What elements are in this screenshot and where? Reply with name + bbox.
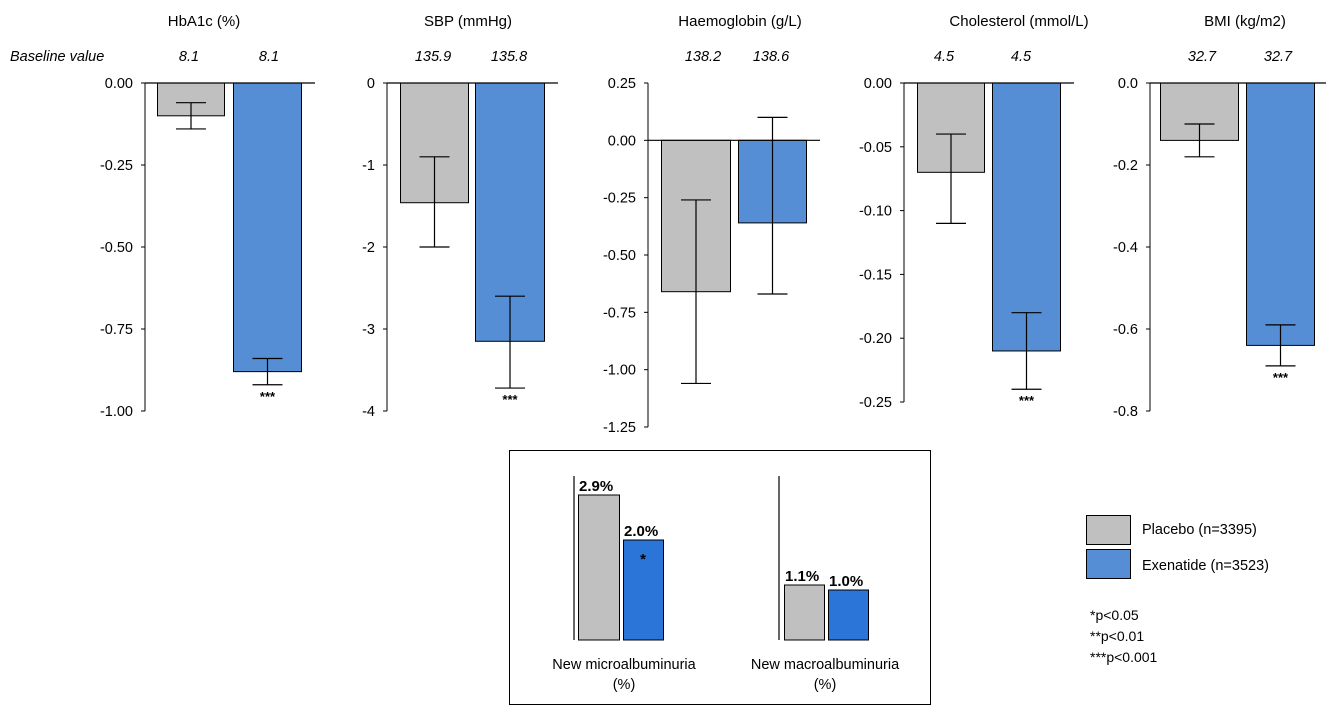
y-tick-label: 0.00 [608, 133, 636, 149]
inset-category-label: New microalbuminuria [552, 657, 696, 673]
y-tick-label: -0.25 [859, 395, 892, 411]
y-tick-label: 0.0 [1118, 76, 1138, 92]
significance-footnotes: *p<0.05 **p<0.01 ***p<0.001 [1090, 607, 1158, 665]
y-tick-label: -0.25 [100, 158, 133, 174]
y-tick-label: -4 [362, 404, 375, 420]
y-tick-label: -0.4 [1113, 240, 1138, 256]
significance-marker: *** [1019, 393, 1035, 408]
inset-category-label: (%) [814, 677, 837, 693]
legend-swatch-placebo [1086, 515, 1131, 545]
bar-exenatide [233, 82, 302, 373]
inset-value-label: 2.0% [624, 523, 658, 540]
inset-bar-placebo [578, 494, 620, 641]
inset-bar-exenatide [828, 589, 869, 641]
inset-value-label: 1.0% [829, 573, 863, 590]
inset-bar-placebo [784, 584, 825, 641]
y-tick-label: -0.10 [859, 204, 892, 220]
y-tick-label: -1 [362, 158, 375, 174]
y-tick-label: -0.8 [1113, 404, 1138, 420]
y-tick-label: -0.15 [859, 267, 892, 283]
y-tick-label: -0.6 [1113, 322, 1138, 338]
panel-cholesterol: Cholesterol (mmol/L) 4.5 4.5 0.00 -0.05 -0.10… [859, 13, 1089, 411]
baseline-value: 4.5 [934, 49, 955, 65]
y-tick-label: -1.00 [603, 363, 636, 379]
baseline-value: 8.1 [179, 49, 199, 65]
baseline-value: 135.9 [415, 49, 451, 65]
baseline-value: 8.1 [259, 49, 279, 65]
y-tick-label: 0.00 [864, 76, 892, 92]
panel-bmi: BMI (kg/m2) 32.7 32.7 0.0 -0.2 -0.4 -0.6 -0.8 **… [1113, 13, 1326, 420]
significance-marker: *** [1273, 370, 1289, 385]
significance-marker: *** [502, 392, 518, 407]
y-tick-label: -0.2 [1113, 158, 1138, 174]
y-tick-label: -2 [362, 240, 375, 256]
bar-exenatide [992, 82, 1061, 352]
significance-marker: *** [260, 389, 276, 404]
baseline-value: 32.7 [1264, 49, 1293, 65]
inset-significance-marker: * [640, 551, 646, 568]
baseline-row-label: Baseline value [10, 49, 104, 65]
panel-hba1c: HbA1c (%) 8.1 8.1 0.00 -0.25 -0.50 -0.75 -1.00 *… [100, 13, 315, 420]
baseline-value: 4.5 [1011, 49, 1032, 65]
inset-albuminuria-chart: 2.9% 2.0% * New microalbuminuria (%) 1.1% 1.0%… [552, 476, 900, 693]
panel-title: SBP (mmHg) [424, 13, 512, 30]
y-tick-label: -0.75 [100, 322, 133, 338]
inset-value-label: 2.9% [579, 478, 613, 495]
y-tick-label: -0.75 [603, 305, 636, 321]
baseline-value: 138.2 [685, 49, 721, 65]
panel-sbp: SBP (mmHg) 135.9 135.8 0 -1 -2 -3 -4 *** [362, 13, 558, 420]
panel-title: Haemoglobin (g/L) [678, 13, 801, 30]
footnote-2: **p<0.01 [1090, 628, 1144, 644]
inset-value-label: 1.1% [785, 568, 819, 585]
legend-swatch-exenatide [1086, 549, 1131, 579]
y-tick-label: -0.20 [859, 331, 892, 347]
legend-label-placebo: Placebo (n=3395) [1142, 522, 1257, 538]
inset-category-label: New macroalbuminuria [751, 657, 900, 673]
y-tick-label: -0.05 [859, 140, 892, 156]
footnote-1: *p<0.05 [1090, 607, 1139, 623]
bar-exenatide [1246, 82, 1315, 346]
legend-label-exenatide: Exenatide (n=3523) [1142, 558, 1269, 574]
panel-title: BMI (kg/m2) [1204, 13, 1286, 30]
legend: Placebo (n=3395) Exenatide (n=3523) [1086, 515, 1269, 579]
panel-haemoglobin: Haemoglobin (g/L) 138.2 138.6 0.25 0.00 -0.25… [603, 13, 820, 436]
y-tick-label: -0.50 [100, 240, 133, 256]
y-tick-label: -3 [362, 322, 375, 338]
inset-bar-exenatide [623, 539, 664, 641]
y-tick-label: -0.25 [603, 191, 636, 207]
baseline-value: 138.6 [753, 49, 790, 65]
baseline-value: 32.7 [1188, 49, 1217, 65]
footnote-3: ***p<0.001 [1090, 649, 1158, 665]
baseline-value: 135.8 [491, 49, 527, 65]
inset-category-label: (%) [613, 677, 636, 693]
y-tick-label: -1.25 [603, 420, 636, 436]
panel-title: HbA1c (%) [168, 13, 241, 30]
y-tick-label: -0.50 [603, 248, 636, 264]
y-tick-label: 0.25 [608, 76, 636, 92]
y-tick-label: 0 [367, 76, 375, 92]
panel-title: Cholesterol (mmol/L) [949, 13, 1088, 30]
y-tick-label: -1.00 [100, 404, 133, 420]
y-tick-label: 0.00 [105, 76, 133, 92]
